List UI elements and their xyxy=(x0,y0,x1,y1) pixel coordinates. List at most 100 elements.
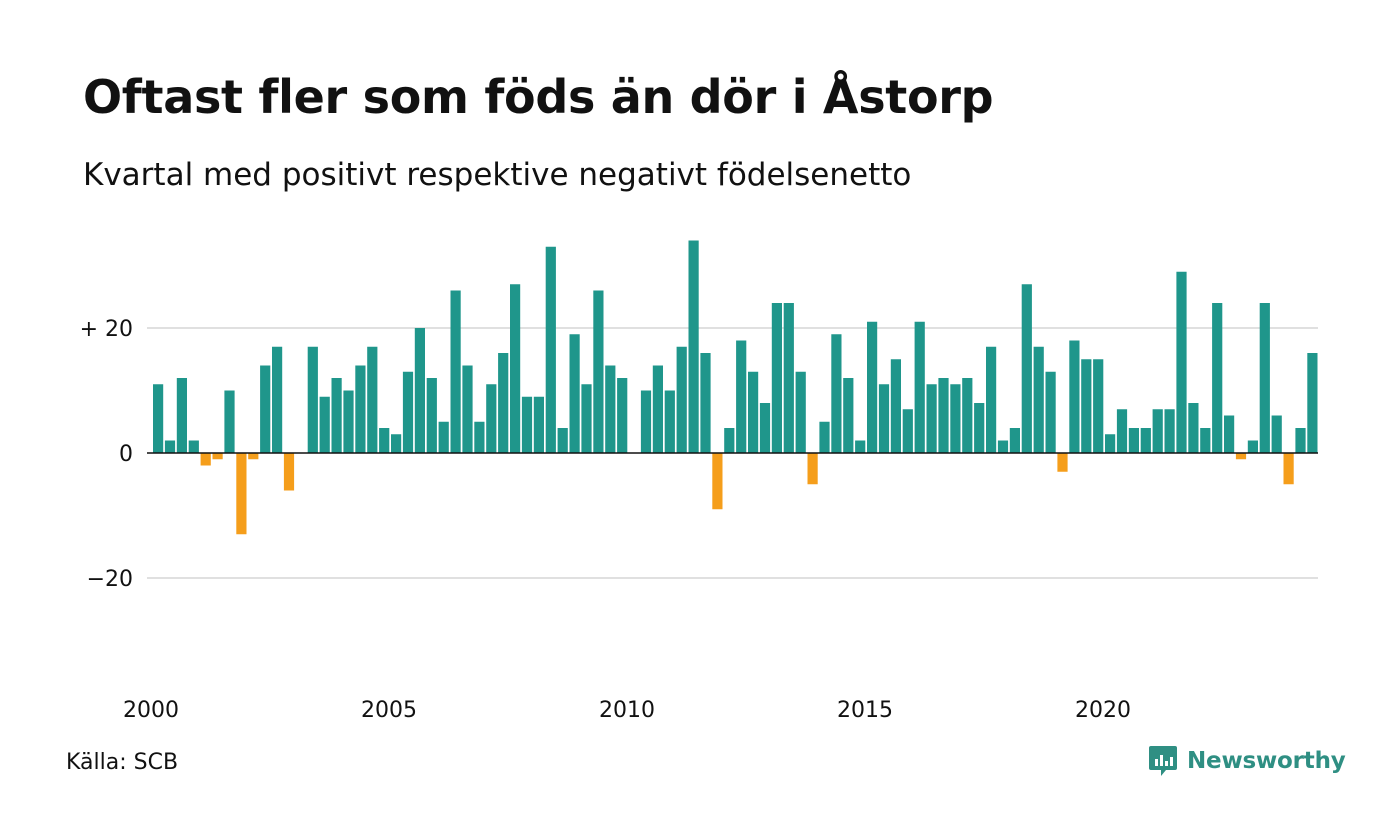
bar-positive xyxy=(748,371,759,453)
bar-positive xyxy=(605,365,616,453)
x-tick-label: 2020 xyxy=(1075,698,1131,723)
y-tick-label: −20 xyxy=(87,567,133,592)
bar-positive xyxy=(272,346,283,453)
bar-negative xyxy=(1057,453,1068,472)
bar-positive xyxy=(938,378,949,453)
bar-positive xyxy=(521,396,533,453)
bar-positive xyxy=(1152,409,1163,453)
bar-positive xyxy=(1271,415,1282,453)
bar-positive xyxy=(1295,428,1306,453)
bar-positive xyxy=(962,378,973,453)
bar-positive xyxy=(640,390,652,453)
bar-positive xyxy=(1224,415,1235,453)
x-tick-label: 2000 xyxy=(123,698,179,723)
bar-positive xyxy=(926,384,937,453)
bar-chart: + 20 0 −20 2000 2005 2010 2015 2020 xyxy=(80,240,1318,723)
bar-positive xyxy=(1176,271,1187,453)
bar-positive xyxy=(450,290,461,453)
bar-positive xyxy=(1105,434,1116,453)
bar-positive xyxy=(164,440,176,453)
x-tick-label: 2015 xyxy=(837,698,893,723)
bar-positive xyxy=(783,303,794,453)
bar-positive xyxy=(831,334,842,453)
bar-positive xyxy=(462,365,473,453)
bar-positive xyxy=(510,284,521,453)
bar-positive xyxy=(379,428,390,453)
x-tick-label: 2005 xyxy=(361,698,417,723)
bar-positive xyxy=(617,378,628,453)
bar-negative xyxy=(1235,453,1247,460)
bar-negative xyxy=(807,453,818,485)
bar-positive xyxy=(581,384,592,453)
bar-positive xyxy=(1188,403,1199,453)
bar-positive xyxy=(426,378,437,453)
source-note: Källa: SCB xyxy=(66,750,179,775)
bar-positive xyxy=(736,340,747,453)
bar-positive xyxy=(997,440,1009,453)
bar-positive xyxy=(438,421,449,453)
bar-positive xyxy=(414,328,425,453)
bar-positive xyxy=(307,346,318,453)
bar-positive xyxy=(950,384,961,453)
bar-positive xyxy=(1247,440,1258,453)
bar-positive xyxy=(1212,303,1223,453)
bar-positive xyxy=(1116,409,1128,453)
bar-negative xyxy=(200,453,211,466)
bar-positive xyxy=(771,303,782,453)
bar-positive xyxy=(176,378,187,453)
bar-positive xyxy=(557,428,568,453)
bar-positive xyxy=(343,390,354,453)
bar-negative xyxy=(248,453,259,460)
bar-positive xyxy=(1259,303,1270,453)
bar-positive xyxy=(1009,428,1020,453)
bars xyxy=(153,240,1318,535)
bar-positive xyxy=(700,353,711,453)
bar-positive xyxy=(855,440,866,453)
bar-positive xyxy=(676,346,687,453)
bar-positive xyxy=(843,378,854,453)
bar-positive xyxy=(1093,359,1104,453)
bar-positive xyxy=(652,365,663,453)
bar-negative xyxy=(212,453,223,460)
chart-title: Oftast fler som föds än dör i Åstorp xyxy=(83,70,994,124)
bar-positive xyxy=(402,371,414,453)
bar-positive xyxy=(867,321,878,453)
brand-name: Newsworthy xyxy=(1187,748,1346,774)
bar-positive xyxy=(724,428,735,453)
bar-positive xyxy=(1021,284,1032,453)
bar-positive xyxy=(331,378,342,453)
bar-positive xyxy=(486,384,497,453)
bar-positive xyxy=(498,353,509,453)
bar-positive xyxy=(914,321,925,453)
y-tick-label: + 20 xyxy=(80,317,133,342)
bar-positive xyxy=(319,396,330,453)
bar-positive xyxy=(819,421,830,453)
gridlines xyxy=(147,327,1318,579)
y-tick-label: 0 xyxy=(119,442,133,467)
bar-positive xyxy=(569,334,580,453)
newsworthy-logo-icon xyxy=(1149,746,1177,776)
bar-positive xyxy=(1200,428,1211,453)
x-tick-label: 2010 xyxy=(599,698,655,723)
bar-positive xyxy=(1069,340,1080,453)
bar-negative xyxy=(1283,453,1294,485)
bar-positive xyxy=(188,440,199,453)
bar-positive xyxy=(1128,428,1139,453)
bar-positive xyxy=(986,346,997,453)
chart-subtitle: Kvartal med positivt respektive negativt… xyxy=(83,157,912,193)
bar-negative xyxy=(236,453,247,535)
bar-positive xyxy=(367,346,378,453)
bar-positive xyxy=(260,365,271,453)
bar-positive xyxy=(153,384,164,453)
bar-positive xyxy=(759,403,771,453)
bar-positive xyxy=(974,403,985,453)
bar-positive xyxy=(1033,346,1044,453)
newsworthy-brand[interactable]: Newsworthy xyxy=(1148,744,1346,778)
bar-positive xyxy=(902,409,913,453)
bar-negative xyxy=(712,453,723,510)
bar-positive xyxy=(1081,359,1092,453)
bar-positive xyxy=(878,384,890,453)
bar-positive xyxy=(890,359,901,453)
bar-positive xyxy=(1140,428,1151,453)
bar-positive xyxy=(391,434,402,453)
